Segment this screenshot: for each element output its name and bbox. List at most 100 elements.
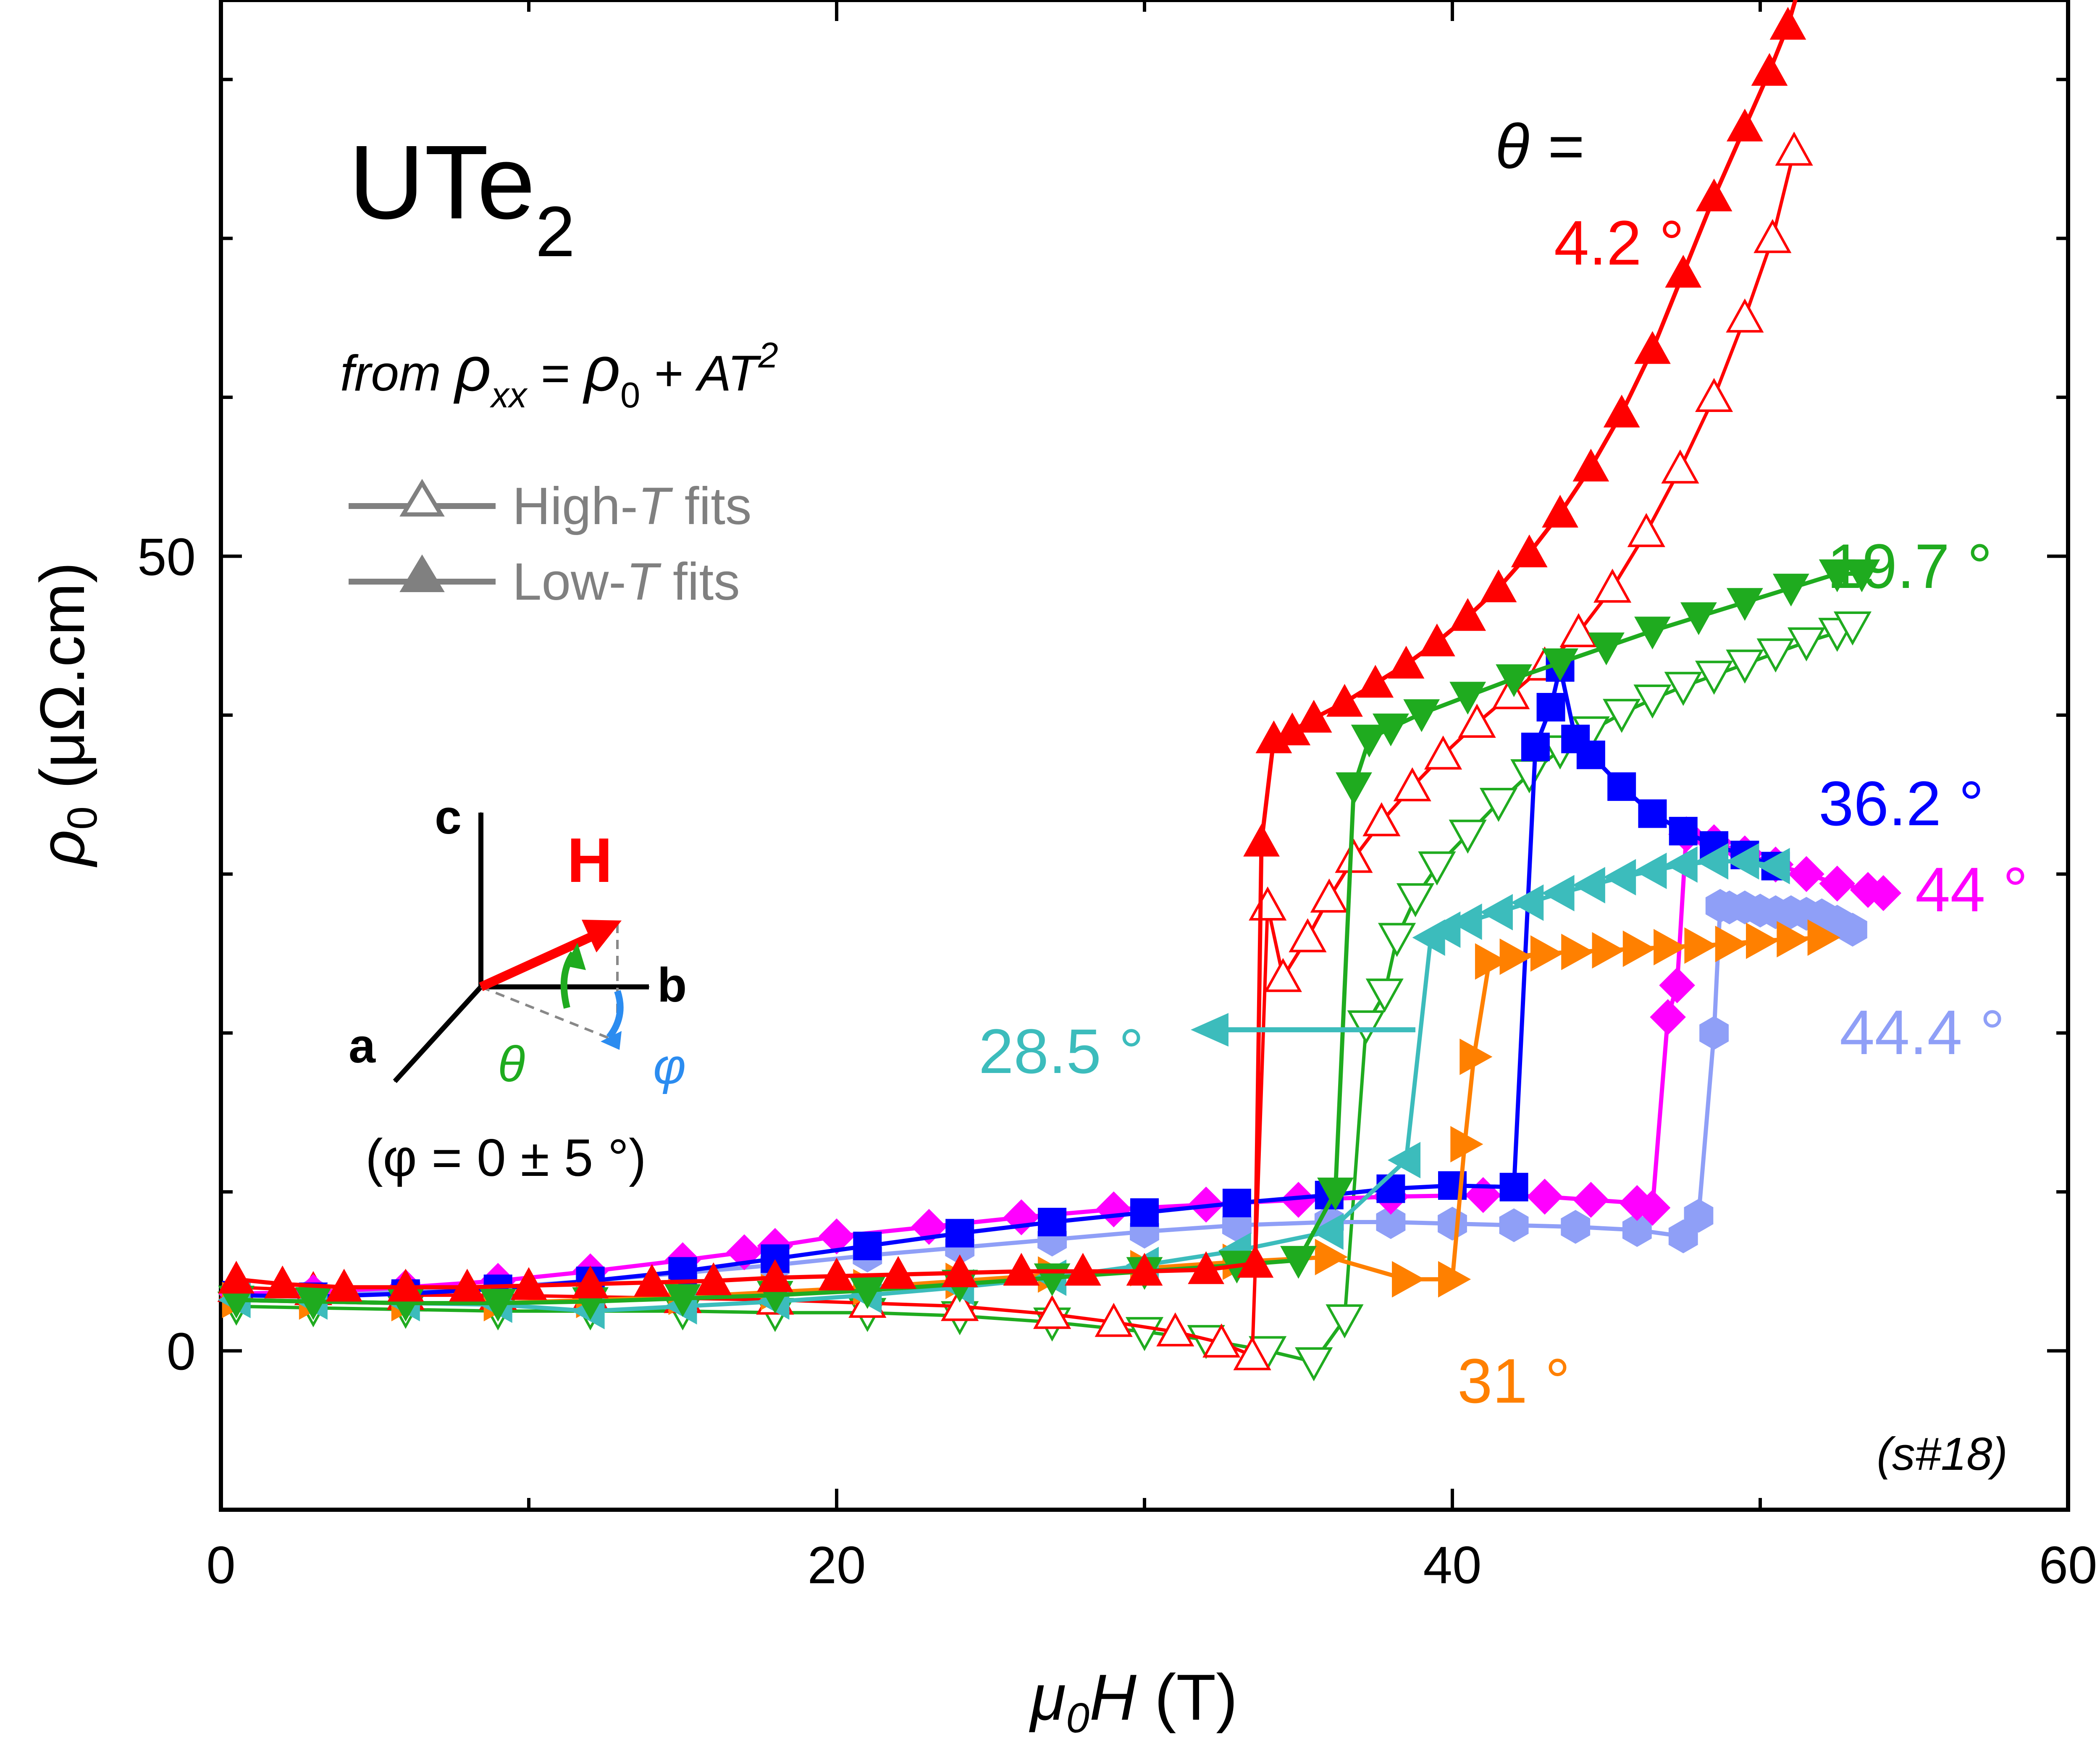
series-label-31: 31 °: [1457, 1346, 1570, 1416]
data-point: [1607, 772, 1636, 801]
data-point: [1665, 254, 1702, 288]
data-point: [941, 1254, 978, 1288]
data-point: [1715, 926, 1748, 963]
data-point: [1499, 938, 1533, 975]
series-label-28-5: 28.5 °: [979, 1016, 1144, 1086]
data-point: [664, 1284, 701, 1317]
inset-b-label: b: [657, 958, 687, 1012]
data-point-open: [1396, 883, 1435, 918]
inset-projection-dash-1: [480, 986, 618, 1043]
data-point: [1843, 559, 1880, 593]
data-point-open: [1233, 1336, 1271, 1370]
data-point: [1315, 1238, 1348, 1275]
data-point: [1684, 1199, 1714, 1233]
inset-phi-label: φ: [653, 1038, 686, 1094]
data-point: [1669, 817, 1698, 846]
inset-a-axis: [393, 985, 483, 1083]
x-tick-label: 20: [807, 1536, 866, 1595]
data-point-open: [1295, 1347, 1333, 1382]
data-point-open: [1156, 1312, 1194, 1347]
data-point: [1095, 1191, 1132, 1228]
data-point: [1295, 700, 1332, 733]
legend-low-prefix: Low-: [512, 553, 626, 611]
data-point: [761, 1244, 790, 1273]
legend-low-var: T: [626, 553, 662, 611]
data-point: [1499, 1208, 1529, 1242]
fit-rho0: ρ: [583, 333, 620, 404]
data-point: [1542, 648, 1578, 682]
series-label-36-2: 36.2 °: [1819, 768, 1984, 839]
data-point: [1130, 1198, 1159, 1227]
fit-prefix: from: [340, 345, 455, 401]
data-point-open: [1378, 923, 1416, 957]
data-point: [1499, 1173, 1528, 1201]
inset-c-label: c: [435, 790, 462, 844]
data-point-open: [1393, 767, 1431, 802]
data-point: [1659, 967, 1695, 1004]
data-point-open: [1335, 839, 1373, 873]
data-point: [1310, 1213, 1344, 1250]
fit-formula: from ρxx = ρ0 + AT2: [340, 333, 778, 415]
data-point: [1541, 875, 1575, 912]
fit-zero: 0: [620, 375, 640, 415]
data-point: [1757, 847, 1790, 884]
data-point: [1460, 1039, 1493, 1075]
data-point: [572, 1265, 609, 1298]
data-point: [1403, 699, 1440, 732]
data-point: [1038, 1208, 1067, 1237]
data-point: [1388, 645, 1425, 679]
data-point: [1521, 732, 1550, 761]
data-point: [1511, 884, 1544, 921]
series-31-low-t: [222, 919, 1840, 1322]
x-axis-H: H: [1089, 1661, 1137, 1734]
fit-rho: ρ: [453, 333, 491, 404]
legend-high-var: T: [638, 477, 673, 535]
data-point-open: [1033, 1295, 1071, 1329]
series-line-low-t: [236, 572, 1862, 1306]
data-point: [1003, 1253, 1040, 1286]
arrow-28-5: [1190, 1013, 1416, 1047]
fit-plus: +: [640, 345, 698, 401]
sample-label: (s#18): [1877, 1428, 2008, 1480]
data-point: [1475, 943, 1508, 980]
data-point: [1496, 664, 1532, 697]
x-axis-mu: μ: [1029, 1661, 1066, 1734]
data-point: [1480, 569, 1517, 603]
data-point: [1807, 919, 1840, 956]
data-point: [1237, 1245, 1274, 1278]
data-point: [1650, 999, 1686, 1035]
series-42-low-t: [218, 0, 1806, 1302]
data-point: [326, 1269, 362, 1302]
data-point: [853, 1231, 882, 1260]
data-point: [1664, 846, 1698, 883]
data-point-open: [1362, 802, 1401, 837]
data-point-open: [1664, 672, 1702, 706]
data-point: [1376, 1205, 1406, 1239]
data-point: [1603, 394, 1640, 428]
x-axis-mu-sub: 0: [1066, 1695, 1089, 1742]
data-point: [1438, 1261, 1471, 1298]
data-point-open: [1289, 918, 1327, 952]
data-point: [1772, 574, 1809, 607]
data-point: [1542, 495, 1578, 528]
data-point: [1449, 903, 1482, 940]
title-sub: 2: [536, 192, 575, 272]
chart-title: UTe2: [349, 123, 575, 272]
data-point: [1634, 616, 1671, 650]
data-point-open: [1310, 878, 1348, 913]
y-tick-label: 0: [166, 1323, 196, 1381]
data-point-open: [1264, 958, 1302, 992]
fit-eq: =: [527, 345, 584, 401]
fit-two: 2: [758, 336, 778, 375]
inset-phi-arrowhead: [601, 1031, 622, 1050]
data-point: [1387, 1142, 1421, 1178]
data-point: [1222, 1188, 1251, 1217]
legend-low-suffix: fits: [658, 553, 740, 611]
data-point: [1769, 7, 1806, 40]
inset-a-label: a: [349, 1019, 376, 1073]
data-point: [1726, 588, 1763, 621]
fit-xx: xx: [489, 375, 528, 415]
data-point: [1530, 935, 1564, 972]
x-axis-label: μ0H (T): [1029, 1661, 1237, 1742]
